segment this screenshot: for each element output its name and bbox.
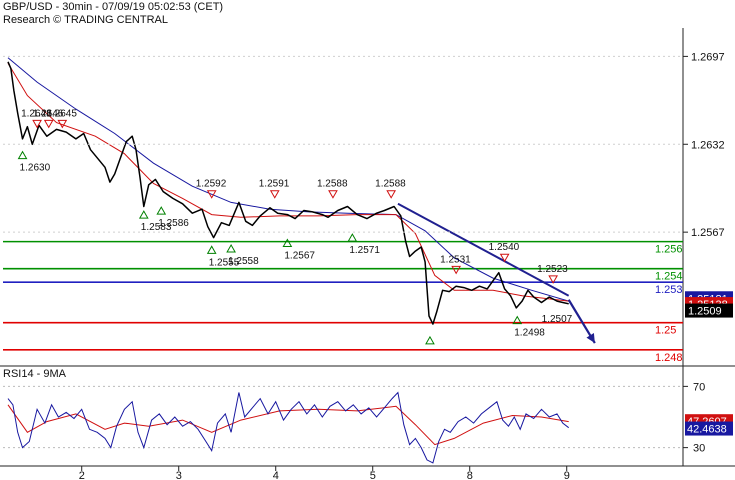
level-label: 1.25 [655, 325, 676, 337]
chart-source: Research © TRADING CENTRAL [3, 14, 168, 26]
swing-high-marker [206, 190, 217, 199]
x-tick-label: 5 [370, 470, 376, 480]
swing-high-label: 1.2591 [259, 179, 290, 190]
level-label: 1.254 [655, 271, 683, 283]
swing-low-label: 1.2567 [284, 251, 315, 262]
rsi-badge-label: 42.4638 [687, 424, 727, 436]
swing-low-marker [282, 238, 293, 248]
price-badge-label: 1.2509 [688, 306, 722, 318]
swing-high-marker [269, 190, 280, 199]
level-label: 1.256 [655, 244, 683, 256]
swing-high-marker [499, 253, 510, 263]
y-tick-label: 1.2632 [691, 139, 725, 151]
swing-low-marker [206, 245, 217, 254]
rsi-title: RSI14 - 9MA [3, 368, 67, 380]
swing-low-marker [138, 210, 149, 219]
swing-low-marker [226, 243, 236, 253]
swing-low-label: 1.2498 [514, 328, 545, 339]
swing-high-marker [43, 119, 54, 129]
swing-high-marker [57, 119, 68, 129]
swing-high-marker [32, 119, 42, 129]
swing-low-marker [17, 150, 28, 160]
rsi-badge [685, 421, 733, 436]
swing-low-marker [425, 335, 435, 345]
swing-high-label: 1.2588 [317, 179, 348, 190]
swing-high-label: 1.2648 [21, 108, 52, 119]
swing-high-label: 1.2645 [46, 108, 77, 119]
x-tick-label: 3 [176, 470, 182, 480]
swing-low-label: 1.2555 [209, 257, 240, 268]
swing-low-label: 1.2583 [141, 222, 172, 233]
swing-high-marker [548, 275, 559, 284]
swing-low-marker [347, 233, 358, 242]
level-label: 1.253 [655, 284, 683, 296]
x-tick-label: 9 [564, 470, 570, 480]
y-tick-label: 1.2697 [691, 51, 725, 63]
swing-low-label: 1.2630 [20, 163, 51, 174]
swing-high-label: 1.2523 [537, 264, 568, 275]
rsi-tick-label: 30 [693, 443, 705, 455]
price-series: 1.2507 [7, 57, 596, 344]
level-label: 1.248 [655, 352, 683, 364]
swing-low-marker [512, 315, 523, 325]
chart-background [0, 28, 735, 467]
rsi-panel: RSI14 - 9MA703047.260742.4638 [3, 368, 733, 464]
swing-high-label: 1.2646 [33, 108, 64, 119]
swing-high-label: 1.2540 [489, 242, 520, 253]
x-tick-label: 8 [467, 470, 473, 480]
swing-low-label: 1.2571 [349, 245, 380, 256]
swing-low-marker [156, 206, 167, 215]
y-tick-label: 1.2567 [691, 227, 725, 239]
resistance-trendline [397, 202, 570, 297]
swing-high-label: 1.2588 [375, 179, 406, 190]
projection-label: 1.2507 [542, 314, 573, 325]
ma-red-line [7, 62, 569, 302]
swing-low-label: 1.2586 [158, 218, 189, 229]
swing-low-label: 1.2558 [228, 256, 259, 267]
chart-title: GBP/USD - 30min - 07/09/19 05:02:53 (CET… [3, 1, 224, 13]
forecast-arrow-head [586, 333, 595, 344]
swing-high-label: 1.2531 [440, 254, 471, 265]
x-tick-label: 2 [79, 470, 85, 480]
chart-axes: 1.2697 1.2632 1.2567 2 3 4 5 8 9 [3, 51, 725, 480]
ma-blue-line [7, 57, 569, 302]
price-line [7, 61, 569, 325]
swing-high-marker [451, 265, 462, 275]
rsi-tick-label: 70 [693, 381, 705, 393]
x-tick-label: 4 [273, 470, 279, 480]
price-badge [685, 303, 733, 318]
swing-high-label: 1.2592 [196, 179, 227, 190]
swing-high-marker [328, 190, 338, 199]
swing-high-marker [386, 190, 397, 199]
rsi-line [7, 391, 570, 464]
price-badges: 1.251811.251381.2509 [685, 291, 733, 318]
